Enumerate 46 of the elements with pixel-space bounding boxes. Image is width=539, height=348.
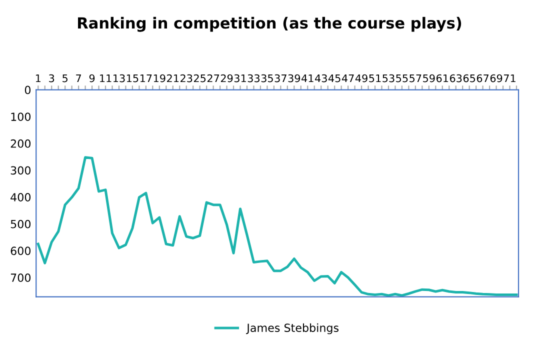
x-tick-label: 57: [410, 74, 422, 82]
x-tick-label: 23: [180, 74, 192, 82]
y-tick-label: 100: [11, 112, 31, 121]
x-tick-label: 3: [49, 74, 54, 82]
x-tick-label: 5: [62, 74, 68, 82]
x-tick-label: 63: [450, 74, 462, 82]
x-tick-label: 31: [234, 74, 246, 82]
x-tick-label: 55: [396, 74, 408, 82]
y-tick-label: 400: [10, 193, 31, 202]
x-tick-label: 27: [207, 74, 220, 82]
x-tick-label: 15: [126, 74, 138, 82]
x-tick-label: 59: [423, 74, 435, 82]
x-tick-label: 19: [154, 74, 166, 82]
y-tick-label: 500: [10, 220, 31, 228]
x-tick-label: 45: [328, 74, 340, 82]
x-tick-label: 49: [355, 74, 368, 82]
y-tick-label: 300: [10, 166, 31, 175]
x-tick-label: 71: [504, 74, 516, 82]
x-tick-label: 39: [288, 74, 300, 82]
x-tick-label: 69: [490, 74, 502, 82]
x-tick-label: 47: [342, 74, 354, 82]
x-tick-label: 61: [436, 74, 448, 82]
x-tick-label: 35: [261, 74, 273, 82]
x-tick-label: 51: [369, 74, 381, 82]
x-tick-label: 7: [76, 74, 81, 82]
y-tick-label: 200: [10, 139, 31, 148]
y-tick-label: 0: [24, 86, 31, 94]
y-tick-label: 700: [10, 274, 31, 282]
x-tick-label: 33: [248, 74, 260, 82]
x-tick-label: 1: [36, 74, 40, 82]
x-tick-label: 29: [220, 74, 233, 82]
x-tick-label: 53: [382, 74, 394, 82]
y-tick-label: 600: [10, 246, 31, 256]
x-tick-label: 11: [100, 74, 112, 82]
legend-label: James Stebbings: [246, 323, 339, 334]
x-tick-label: 13: [114, 74, 125, 82]
x-tick-label: 41: [302, 74, 314, 82]
x-tick-label: 21: [167, 74, 179, 82]
x-tick-label: 65: [463, 74, 476, 82]
x-tick-label: 17: [140, 74, 152, 82]
x-tick-label: 43: [314, 74, 327, 82]
x-tick-label: 37: [274, 74, 286, 82]
chart-title: Ranking in competition (as the course plays): [78, 16, 462, 32]
x-tick-label: 25: [194, 74, 206, 82]
x-tick-label: 9: [89, 74, 95, 82]
x-tick-label: 67: [476, 74, 489, 82]
